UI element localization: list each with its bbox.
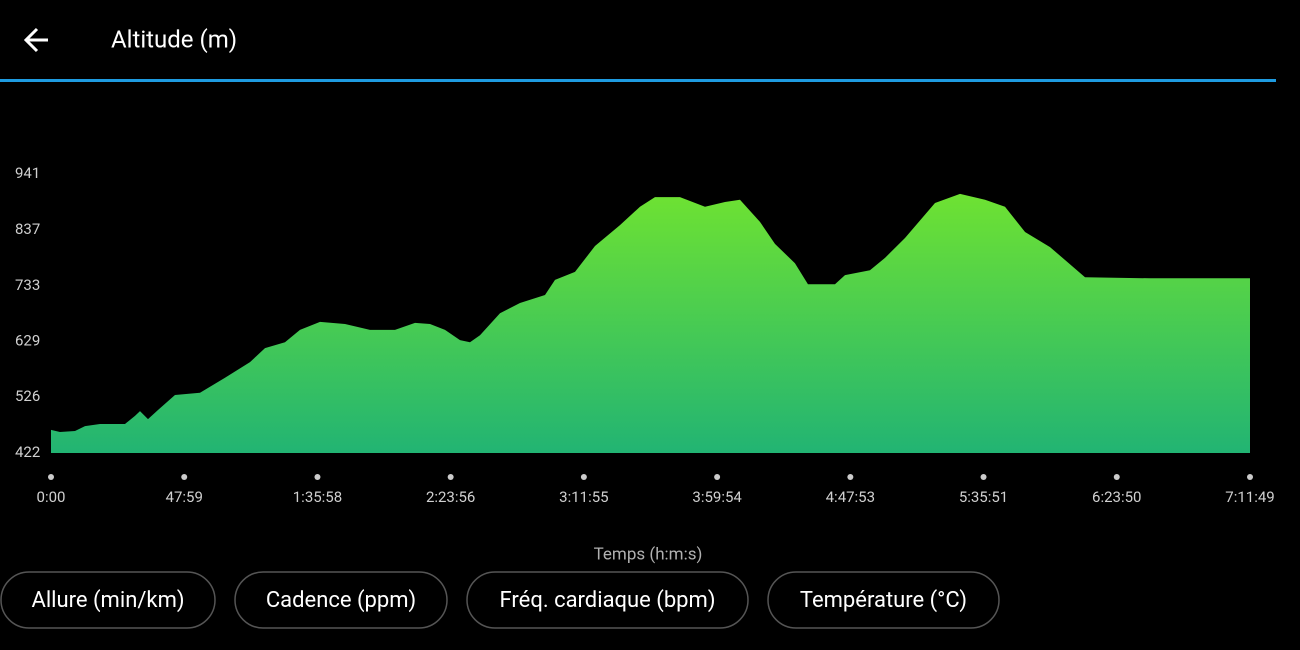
y-tick-label: 941 [15,164,40,182]
y-tick-label: 837 [15,220,40,238]
x-tick-dot [48,474,54,480]
x-tick-dot [847,474,854,480]
x-tick-dot [314,474,321,480]
y-tick-label: 422 [15,443,40,461]
x-tick-label: 4:47:53 [826,488,875,506]
x-tick-dot [980,474,987,480]
x-tick-dot [447,474,454,480]
header-title: Altitude (m) [111,25,237,53]
x-tick-dot [181,474,188,480]
y-tick-label: 629 [15,332,40,350]
x-tick-dot [1247,474,1253,480]
button-outline[interactable] [0,571,216,629]
metric-button[interactable]: Température (°C) [767,571,1000,629]
x-tick-dot [1113,474,1120,480]
x-axis-label: Temps (h:m:s) [594,544,703,564]
back-button[interactable] [23,27,48,53]
back-arrow[interactable] [23,27,48,53]
x-tick-label: 5:35:51 [959,488,1008,506]
x-tick-label: 1:35:58 [293,488,342,506]
button-label[interactable]: Cadence (ppm) [266,588,416,613]
button-outline[interactable] [234,571,448,629]
y-tick-label: 526 [15,387,40,405]
x-tick-label: 47:59 [166,488,203,506]
y-tick-label: 733 [15,276,40,294]
x-tick-label: 6:23:50 [1092,488,1141,506]
button-outline[interactable] [767,571,1000,629]
altitude-area [51,193,1250,453]
x-tick-dot [714,474,721,480]
metric-button[interactable]: Cadence (ppm) [234,571,448,629]
button-label[interactable]: Température (°C) [800,588,967,613]
header-underline [0,79,1276,82]
metric-button[interactable]: Fréq. cardiaque (bpm) [466,571,749,629]
x-tick-label: 3:11:55 [559,488,608,506]
x-tick-label: 7:11:49 [1225,488,1274,506]
button-outline[interactable] [466,571,749,629]
x-tick-label: 3:59:54 [692,488,742,506]
x-tick-label: 2:23:56 [426,488,475,506]
metric-button[interactable]: Allure (min/km) [0,571,216,629]
button-label[interactable]: Fréq. cardiaque (bpm) [500,588,716,613]
button-label[interactable]: Allure (min/km) [31,588,184,613]
x-tick-dot [580,474,587,480]
x-tick-label: 0:00 [37,488,66,506]
